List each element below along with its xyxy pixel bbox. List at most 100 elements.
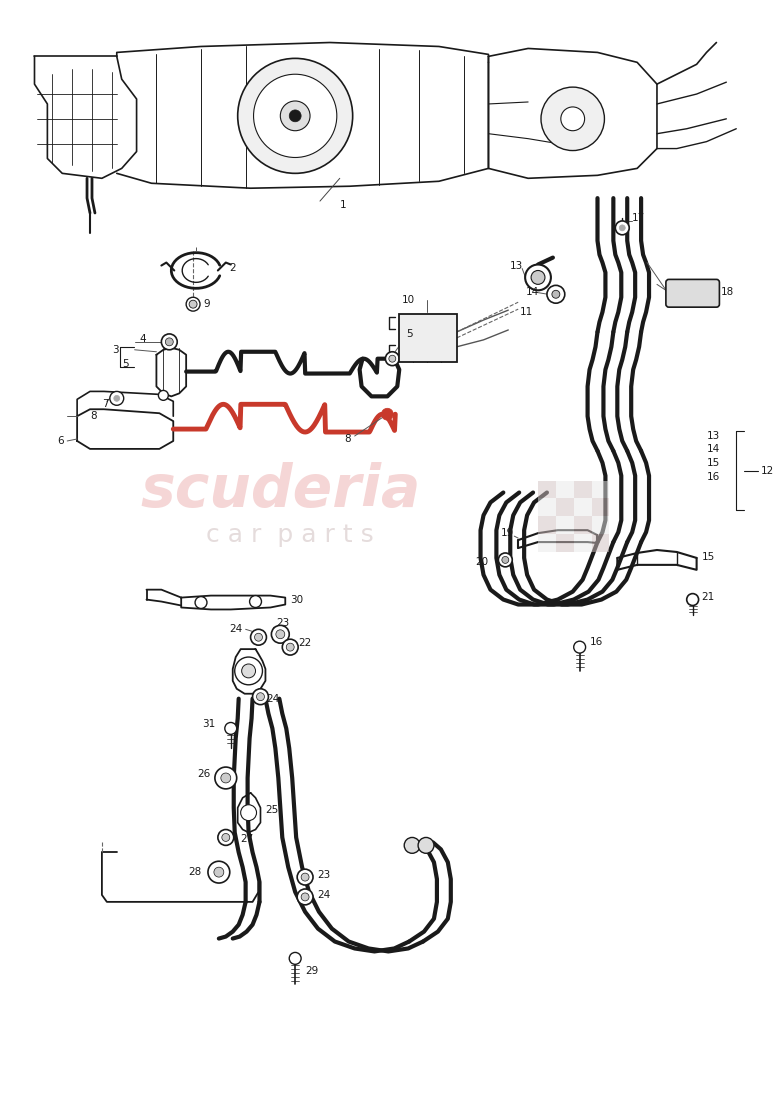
Circle shape bbox=[405, 837, 420, 854]
Circle shape bbox=[214, 867, 224, 877]
Text: 9: 9 bbox=[203, 299, 209, 309]
Bar bbox=[591, 516, 609, 535]
Circle shape bbox=[615, 221, 629, 234]
Text: 24: 24 bbox=[229, 625, 242, 635]
Bar bbox=[538, 516, 555, 535]
Text: 15: 15 bbox=[702, 552, 715, 562]
Bar bbox=[538, 498, 555, 516]
Text: 5: 5 bbox=[121, 359, 128, 369]
Circle shape bbox=[561, 107, 584, 131]
Circle shape bbox=[282, 639, 298, 656]
Circle shape bbox=[389, 355, 396, 362]
Circle shape bbox=[159, 390, 168, 400]
Circle shape bbox=[254, 634, 262, 641]
Circle shape bbox=[289, 953, 301, 965]
Text: 13: 13 bbox=[510, 261, 524, 271]
Text: 22: 22 bbox=[298, 638, 311, 648]
Text: 21: 21 bbox=[702, 592, 715, 602]
Text: 19: 19 bbox=[500, 528, 513, 538]
Circle shape bbox=[208, 861, 230, 883]
Text: 13: 13 bbox=[706, 431, 720, 441]
Text: 12: 12 bbox=[761, 465, 774, 475]
Text: 23: 23 bbox=[276, 618, 289, 628]
Text: 2: 2 bbox=[229, 263, 236, 273]
Circle shape bbox=[297, 889, 313, 905]
Circle shape bbox=[257, 693, 265, 701]
Circle shape bbox=[547, 285, 565, 304]
Circle shape bbox=[251, 629, 266, 646]
Circle shape bbox=[186, 297, 200, 311]
Bar bbox=[399, 315, 457, 362]
Circle shape bbox=[276, 630, 285, 639]
Circle shape bbox=[297, 869, 313, 886]
Text: 6: 6 bbox=[58, 436, 64, 446]
Circle shape bbox=[381, 408, 394, 420]
Circle shape bbox=[253, 689, 268, 705]
Text: 5: 5 bbox=[406, 329, 413, 339]
Text: 7: 7 bbox=[102, 399, 108, 409]
Text: 8: 8 bbox=[90, 411, 97, 421]
Circle shape bbox=[619, 224, 626, 231]
Text: 4: 4 bbox=[139, 334, 146, 344]
Bar bbox=[591, 481, 609, 498]
Circle shape bbox=[235, 657, 262, 685]
Text: 16: 16 bbox=[706, 472, 720, 482]
Circle shape bbox=[114, 395, 120, 402]
Circle shape bbox=[218, 829, 233, 846]
Circle shape bbox=[573, 641, 586, 653]
Circle shape bbox=[195, 596, 207, 608]
Circle shape bbox=[280, 101, 310, 131]
Text: 15: 15 bbox=[706, 458, 720, 468]
Text: 16: 16 bbox=[590, 637, 603, 647]
Circle shape bbox=[552, 290, 560, 298]
Bar bbox=[555, 516, 573, 535]
Bar bbox=[591, 498, 609, 516]
Circle shape bbox=[221, 773, 231, 783]
Text: 31: 31 bbox=[202, 719, 216, 729]
Circle shape bbox=[222, 834, 230, 842]
Text: 27: 27 bbox=[240, 835, 254, 845]
Text: 30: 30 bbox=[290, 595, 303, 605]
Bar bbox=[555, 535, 573, 552]
Bar bbox=[573, 481, 591, 498]
Circle shape bbox=[531, 271, 545, 285]
Circle shape bbox=[166, 338, 173, 345]
Text: 1: 1 bbox=[340, 200, 346, 210]
Text: 24: 24 bbox=[266, 694, 279, 704]
Text: 14: 14 bbox=[526, 287, 539, 297]
Bar bbox=[538, 481, 555, 498]
Circle shape bbox=[238, 58, 352, 174]
Circle shape bbox=[385, 352, 399, 365]
Circle shape bbox=[250, 595, 261, 607]
Circle shape bbox=[225, 723, 237, 735]
Circle shape bbox=[110, 392, 124, 405]
Circle shape bbox=[286, 644, 294, 651]
Circle shape bbox=[301, 893, 309, 901]
Bar bbox=[555, 498, 573, 516]
Circle shape bbox=[541, 87, 605, 151]
Circle shape bbox=[272, 625, 289, 644]
Text: 18: 18 bbox=[720, 287, 734, 297]
FancyBboxPatch shape bbox=[666, 279, 720, 307]
Text: 14: 14 bbox=[706, 444, 720, 454]
Text: c a r  p a r t s: c a r p a r t s bbox=[206, 524, 374, 547]
Circle shape bbox=[161, 334, 177, 350]
Circle shape bbox=[499, 553, 512, 566]
Text: 29: 29 bbox=[305, 966, 318, 977]
Text: 24: 24 bbox=[317, 890, 330, 900]
Circle shape bbox=[525, 264, 551, 290]
Text: 8: 8 bbox=[345, 434, 352, 444]
Circle shape bbox=[687, 594, 699, 605]
Text: 3: 3 bbox=[112, 344, 118, 355]
Text: 10: 10 bbox=[402, 295, 415, 305]
Circle shape bbox=[242, 664, 255, 678]
Text: 25: 25 bbox=[265, 805, 279, 815]
Text: 23: 23 bbox=[317, 870, 330, 880]
Circle shape bbox=[502, 557, 509, 563]
Bar bbox=[591, 535, 609, 552]
Text: 26: 26 bbox=[198, 769, 211, 779]
Circle shape bbox=[254, 74, 337, 157]
Circle shape bbox=[215, 767, 237, 789]
Bar bbox=[538, 535, 555, 552]
Bar bbox=[573, 535, 591, 552]
